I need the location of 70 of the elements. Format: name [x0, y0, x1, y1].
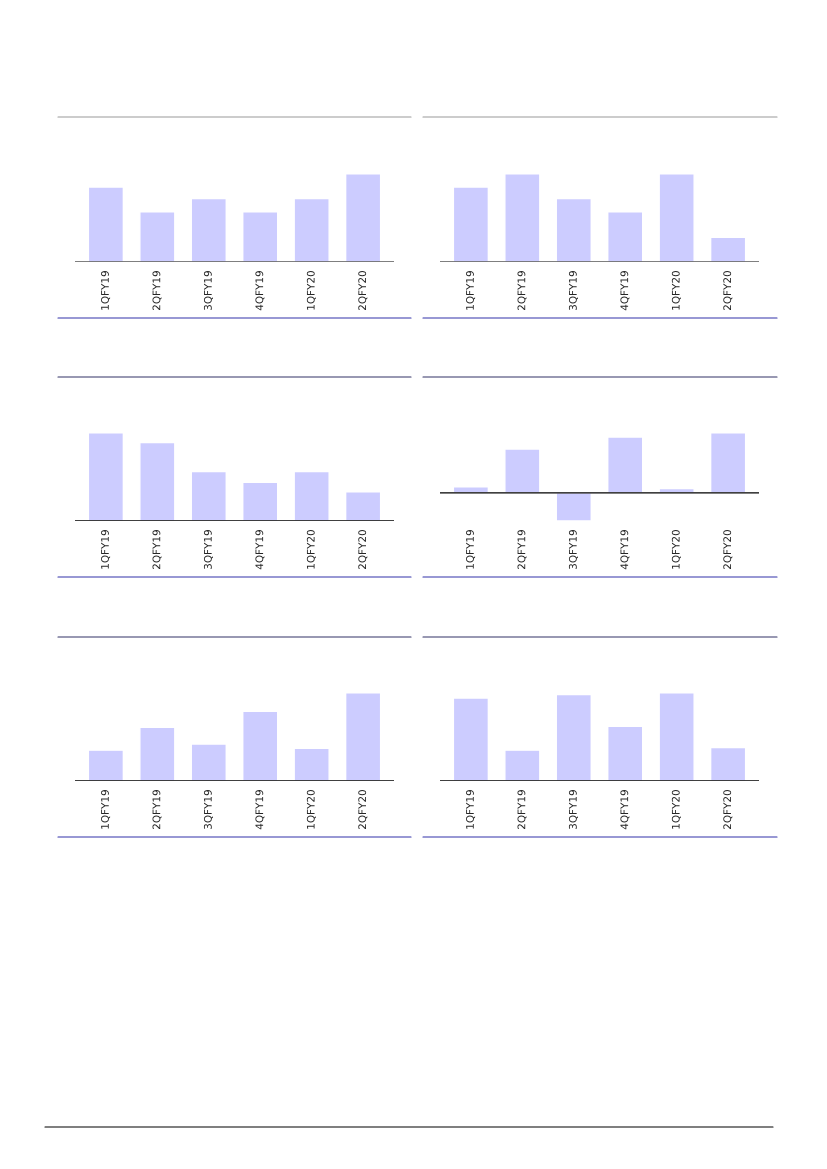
x-tick-label: 4QFY19	[255, 271, 265, 311]
bar	[709, 236, 747, 262]
x-tick-label: 2QFY20	[723, 790, 733, 830]
bar	[87, 749, 125, 781]
x-tick-label: 1QFY20	[306, 530, 316, 569]
x-tick-label: 2QFY20	[358, 271, 368, 311]
bar	[555, 197, 592, 262]
x-tick-label: 1QFY20	[671, 790, 681, 829]
x-tick-label: 1QFY19	[101, 790, 111, 829]
bar	[555, 492, 592, 521]
bar	[504, 173, 541, 262]
x-tick-label: 2QFY19	[152, 271, 162, 311]
x-tick-label: 2QFY19	[517, 271, 527, 311]
x-tick-label: 1QFY19	[101, 271, 111, 310]
bar	[293, 747, 330, 781]
bar	[190, 470, 227, 521]
x-tick-label: 1QFY20	[306, 271, 316, 310]
x-tick-label: 4QFY19	[255, 530, 265, 570]
x-tick-label: 3QFY19	[203, 530, 213, 569]
bar	[658, 692, 695, 781]
x-tick-label: 1QFY20	[306, 790, 316, 829]
x-tick-label: 2QFY19	[517, 530, 527, 570]
x-tick-label: 4QFY19	[620, 530, 630, 570]
bar	[452, 697, 490, 781]
bar	[87, 432, 125, 521]
x-tick-label: 4QFY19	[620, 271, 630, 311]
x-tick-label: 2QFY19	[152, 530, 162, 570]
bar	[293, 470, 330, 521]
bar	[607, 436, 644, 494]
x-tick-label: 2QFY19	[152, 790, 162, 830]
x-tick-label: 2QFY20	[723, 271, 733, 311]
x-tick-label: 1QFY20	[671, 530, 681, 569]
x-tick-label: 1QFY19	[466, 271, 476, 310]
x-tick-label: 1QFY19	[466, 530, 476, 569]
x-tick-label: 3QFY19	[203, 271, 213, 310]
bar	[190, 743, 227, 781]
bar	[190, 197, 227, 262]
x-tick-label: 3QFY19	[568, 271, 578, 310]
bar	[504, 749, 541, 781]
x-tick-label: 3QFY19	[568, 530, 578, 569]
bar	[504, 448, 541, 494]
bar	[242, 481, 279, 521]
bar	[607, 211, 644, 262]
bar	[242, 710, 279, 781]
bar	[709, 432, 747, 494]
x-tick-label: 2QFY20	[358, 530, 368, 570]
x-tick-label: 4QFY19	[255, 790, 265, 830]
bar	[709, 746, 747, 781]
x-tick-label: 2QFY20	[358, 790, 368, 830]
bar	[607, 725, 644, 781]
x-tick-label: 2QFY19	[517, 790, 527, 830]
x-tick-label: 3QFY19	[568, 790, 578, 829]
x-tick-label: 1QFY20	[671, 271, 681, 310]
bar	[555, 693, 592, 781]
x-tick-label: 4QFY19	[620, 790, 630, 830]
bar	[242, 211, 279, 262]
x-tick-label: 2QFY20	[723, 530, 733, 570]
bar	[293, 197, 330, 262]
bar	[87, 186, 125, 262]
x-tick-label: 3QFY19	[203, 790, 213, 829]
bar	[344, 692, 382, 781]
x-tick-label: 1QFY19	[101, 530, 111, 569]
bar	[452, 186, 490, 262]
bar	[139, 726, 176, 781]
bar	[658, 173, 695, 262]
bar	[139, 211, 176, 262]
bar	[344, 491, 382, 521]
x-tick-label: 1QFY19	[466, 790, 476, 829]
bar	[139, 441, 176, 521]
bar	[344, 173, 382, 262]
